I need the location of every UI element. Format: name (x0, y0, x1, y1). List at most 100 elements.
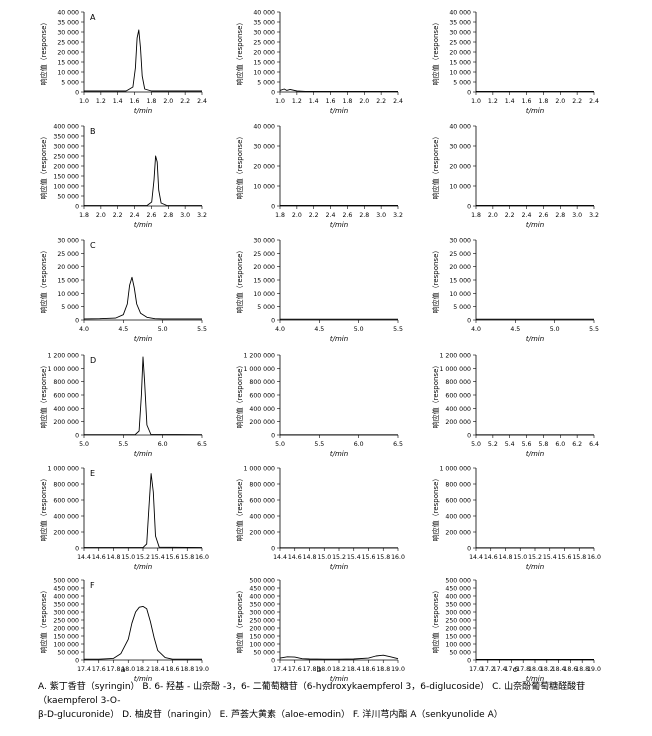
y-tick-label: 200 000 (53, 419, 79, 426)
y-axis-label: 响应值（response） (39, 133, 48, 200)
y-tick-label: 450 000 (249, 586, 275, 593)
x-tick-label: 15.4 (151, 554, 165, 561)
y-axis-label: 响应值（response） (431, 133, 440, 200)
x-tick-label: 18.2 (136, 666, 150, 673)
x-tick-label: 2.8 (359, 212, 369, 219)
y-tick-label: 25 000 (57, 251, 79, 258)
y-tick-label: 250 000 (53, 154, 79, 161)
y-tick-label: 300 000 (249, 610, 275, 617)
y-tick-label: 10 000 (253, 184, 275, 191)
x-tick-label: 3.2 (393, 212, 403, 219)
x-tick-label: 2.2 (113, 212, 123, 219)
x-tick-label: 1.8 (471, 212, 481, 219)
panel-E-b: 0 200 000 400 000 600 000 800 000 1 000 000 14… (235, 466, 405, 572)
chromatogram-trace (84, 155, 203, 207)
y-tick-label: 1 200 000 (440, 353, 472, 360)
chromatogram-trace (279, 654, 399, 660)
x-tick-label: 1.8 (343, 98, 353, 105)
y-tick-label: 40 000 (449, 124, 471, 131)
x-tick-label: 1.8 (539, 98, 549, 105)
y-tick-label: 1 000 000 (48, 366, 80, 373)
y-tick-label: 200 000 (53, 626, 79, 633)
y-axis-label: 响应值（response） (235, 587, 244, 654)
x-tick-label: 2.2 (572, 98, 582, 105)
x-tick-label: 5.5 (589, 326, 599, 333)
x-tick-label: 18.2 (332, 666, 346, 673)
x-tick-label: 4.5 (510, 326, 520, 333)
y-tick-label: 25 000 (449, 251, 471, 258)
y-tick-label: 1 000 000 (440, 366, 472, 373)
x-tick-label: 4.0 (79, 326, 89, 333)
y-tick-label: 50 000 (57, 650, 79, 657)
y-tick-label: 30 000 (449, 144, 471, 151)
x-tick-label: 5.0 (550, 326, 560, 333)
y-tick-label: 20 000 (57, 50, 79, 57)
x-tick-label: 15.2 (332, 554, 346, 561)
x-tick-label: 17.4 (77, 666, 91, 673)
x-axis-label: t/min (330, 450, 348, 458)
x-tick-label: 15.4 (543, 554, 557, 561)
y-axis-label: 响应值（response） (431, 587, 440, 654)
x-tick-label: 1.2 (292, 98, 302, 105)
y-axis-label: 响应值（response） (39, 362, 48, 429)
y-tick-label: 0 (271, 546, 275, 553)
y-tick-label: 40 000 (253, 10, 275, 17)
x-tick-label: 15.8 (180, 554, 194, 561)
y-tick-label: 400 000 (445, 594, 471, 601)
x-axis-label: t/min (134, 450, 152, 458)
x-tick-label: 14.6 (92, 554, 106, 561)
x-tick-label: 15.0 (317, 554, 331, 561)
y-tick-label: 15 000 (253, 60, 275, 67)
y-tick-label: 0 (75, 204, 79, 211)
x-tick-label: 2.2 (376, 98, 386, 105)
y-tick-label: 1 000 000 (244, 366, 276, 373)
y-tick-label: 0 (467, 433, 471, 440)
x-tick-label: 2.4 (326, 212, 336, 219)
x-tick-label: 3.0 (376, 212, 386, 219)
caption-line-2: β-D-glucuronide） D. 柚皮苷（naringin） E. 芦荟大… (38, 710, 503, 720)
y-tick-label: 400 000 (249, 594, 275, 601)
panel-E-a: 0 200 000 400 000 600 000 800 000 1 000 000 14… (39, 466, 209, 572)
y-axis-label: 响应值（response） (39, 475, 48, 542)
y-tick-label: 5 000 (61, 304, 79, 311)
y-tick-label: 400 000 (249, 514, 275, 521)
y-tick-label: 100 000 (445, 642, 471, 649)
x-tick-label: 2.4 (589, 98, 599, 105)
x-tick-label: 2.0 (488, 212, 498, 219)
x-tick-label: 5.0 (354, 326, 364, 333)
chromatogram-trace (279, 88, 398, 92)
panel-letter-D: D (90, 356, 96, 365)
y-tick-label: 0 (75, 433, 79, 440)
x-tick-label: 18.2 (540, 666, 554, 673)
x-tick-label: 4.5 (118, 326, 128, 333)
x-tick-label: 2.8 (163, 212, 173, 219)
x-tick-label: 15.8 (376, 554, 390, 561)
y-tick-label: 250 000 (445, 618, 471, 625)
y-tick-label: 100 000 (53, 184, 79, 191)
x-tick-label: 2.4 (130, 212, 140, 219)
y-tick-label: 20 000 (449, 164, 471, 171)
figure-caption: A. 紫丁香苷（syringin） B. 6- 羟基 - 山奈酚 -3，6- 二… (38, 680, 638, 722)
y-tick-label: 100 000 (249, 642, 275, 649)
x-axis-label: t/min (526, 335, 544, 343)
y-tick-label: 600 000 (53, 393, 79, 400)
y-tick-label: 200 000 (249, 419, 275, 426)
panel-B-c: 0 10 000 20 000 30 000 40 000 1.8 2.0 2.2 2.4 2.6… (431, 124, 599, 230)
x-axis-label: t/min (526, 675, 544, 683)
x-tick-label: 1.4 (113, 98, 123, 105)
y-tick-label: 20 000 (57, 264, 79, 271)
y-tick-label: 20 000 (449, 50, 471, 57)
x-tick-label: 19.0 (391, 666, 405, 673)
x-tick-label: 1.6 (522, 98, 532, 105)
y-tick-label: 1 000 000 (440, 466, 472, 473)
y-tick-label: 450 000 (445, 586, 471, 593)
y-tick-label: 400 000 (249, 406, 275, 413)
x-axis-label: t/min (330, 563, 348, 571)
y-tick-label: 400 000 (53, 594, 79, 601)
y-tick-label: 200 000 (445, 626, 471, 633)
x-tick-label: 14.4 (469, 554, 483, 561)
panel-A-c: 0 5 000 10 000 15 000 20 000 25 000 30 000 35 0… (431, 10, 599, 116)
y-tick-label: 0 (467, 546, 471, 553)
x-tick-label: 6.4 (589, 441, 599, 448)
